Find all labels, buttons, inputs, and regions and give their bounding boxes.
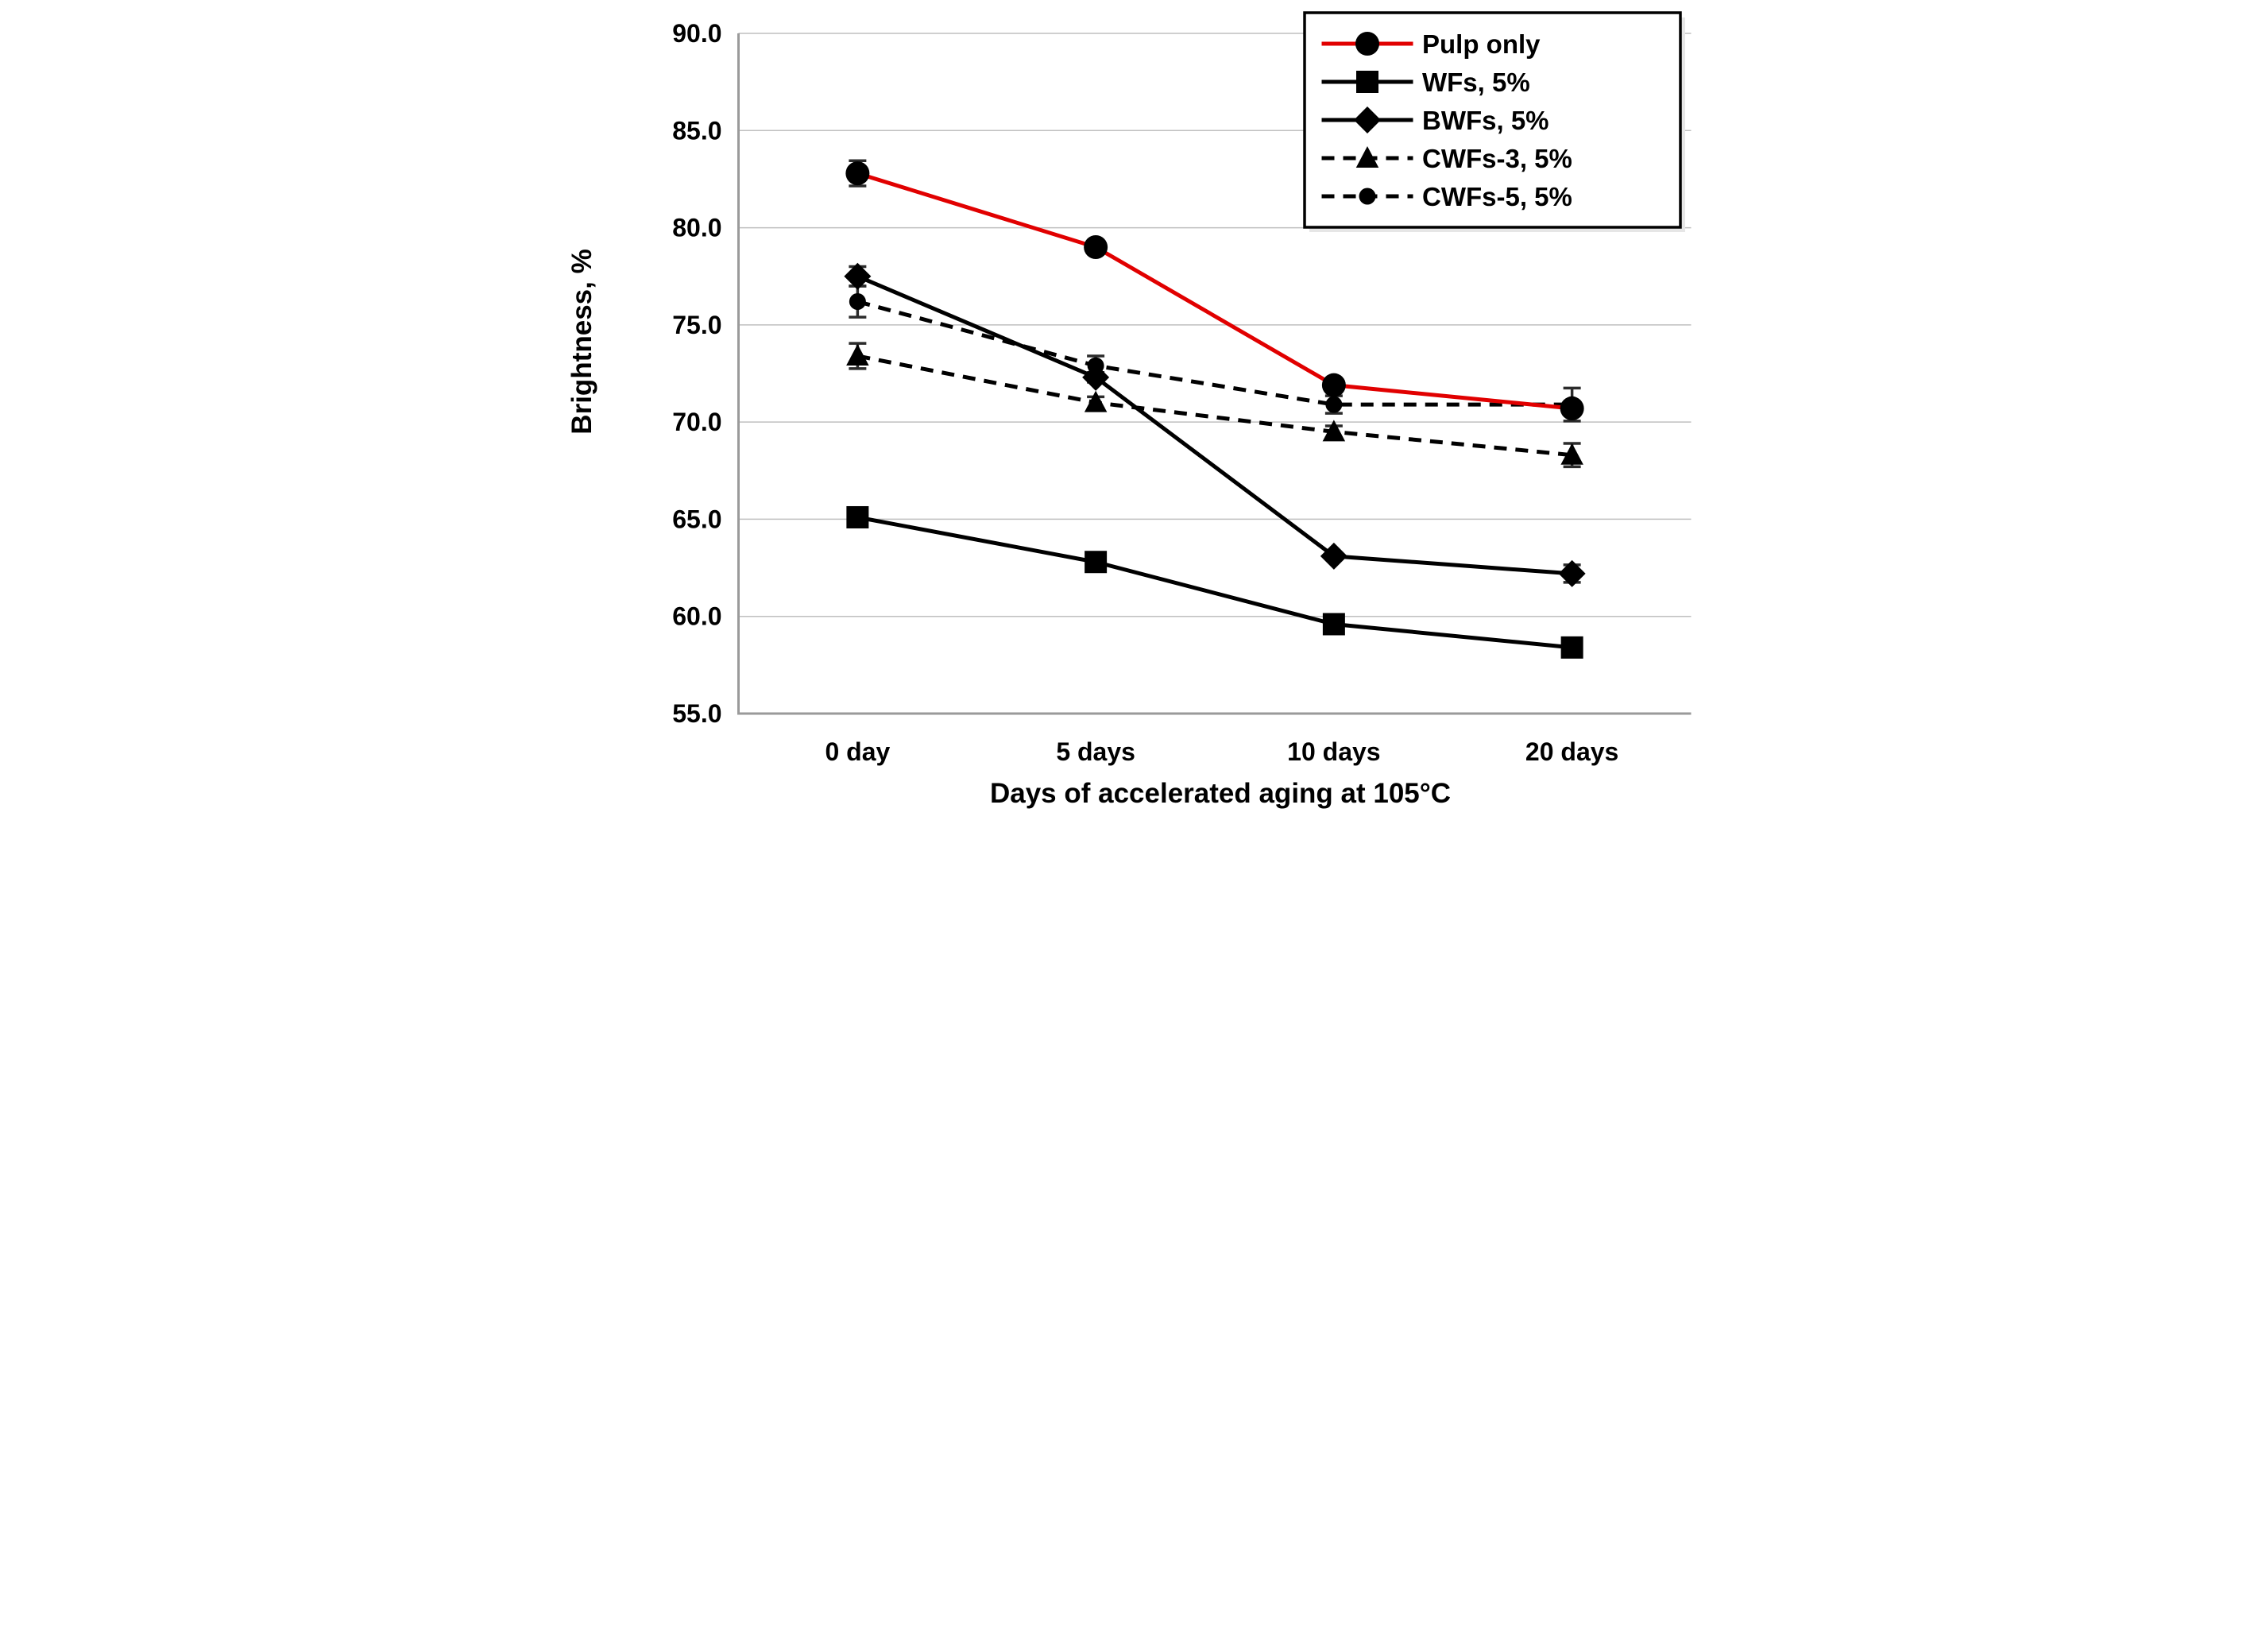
marker-wfs-5-0: [845, 505, 868, 528]
y-tick-label: 90.0: [672, 19, 721, 48]
x-tick-label: 5 days: [1056, 737, 1135, 766]
series-line-pulp-only: [856, 171, 1572, 411]
marker-bwfs-5-1: [1081, 363, 1109, 391]
y-tick-labels: 55.0 60.0 65.0 70.0 75.0 80.0 85.0 90.0: [672, 19, 721, 728]
x-axis-title: Days of accelerated aging at 105°C: [989, 778, 1450, 809]
x-tick-labels: 0 day 5 days 10 days 20 days: [825, 737, 1618, 766]
series-markers-bwfs-5: [843, 262, 1586, 587]
legend-marker-circle: [1359, 188, 1375, 205]
x-tick-label: 20 days: [1525, 737, 1618, 766]
legend-marker-diamond: [1353, 106, 1381, 133]
marker-cwfs-3-5-0: [845, 343, 869, 366]
y-tick-label: 75.0: [672, 311, 721, 339]
y-tick-label: 85.0: [672, 116, 721, 145]
marker-pulp-only-2: [1321, 373, 1346, 397]
marker-cwfs-5-5-2: [1324, 396, 1342, 413]
x-tick-label: 10 days: [1287, 737, 1380, 766]
marker-cwfs-5-5-0: [849, 293, 866, 311]
marker-wfs-5-1: [1084, 551, 1107, 574]
legend-entry-pulp-only: Pulp only: [1321, 29, 1541, 59]
legend-entry-wfs-5: WFs, 5%: [1321, 68, 1529, 97]
marker-wfs-5-2: [1322, 613, 1345, 636]
x-tick-label: 0 day: [825, 737, 890, 766]
legend-entry-cwfs-5-5: CWFs-5, 5%: [1321, 182, 1572, 211]
legend-label: BWFs, 5%: [1422, 106, 1549, 135]
series-markers-cwfs-3-5: [845, 343, 1583, 465]
series-line-wfs-5: [856, 515, 1572, 650]
marker-bwfs-5-3: [1558, 559, 1586, 587]
y-tick-label: 60.0: [672, 602, 721, 631]
brightness-aging-figure: Days of accelerated aging at 105°C Brigh…: [564, 0, 1694, 826]
series-line-cwfs-3-5: [856, 354, 1572, 458]
legend-marker-square: [1355, 71, 1378, 93]
series-line-cwfs-5-5: [856, 300, 1572, 407]
series-markers-pulp-only: [845, 161, 1584, 421]
y-tick-label: 70.0: [672, 408, 721, 436]
legend-label: Pulp only: [1422, 29, 1541, 59]
legend-entry-bwfs-5: BWFs, 5%: [1321, 106, 1549, 135]
legend-marker-circle: [1355, 32, 1379, 56]
plot-area: 55.0 60.0 65.0 70.0 75.0 80.0 85.0 90.0 0 day 5 d…: [672, 11, 1691, 766]
series-markers-cwfs-5-5: [849, 293, 1580, 413]
y-gridlines: [738, 33, 1691, 715]
legend-label: CWFs-5, 5%: [1422, 182, 1572, 211]
y-tick-label: 55.0: [672, 699, 721, 728]
marker-wfs-5-3: [1560, 636, 1583, 659]
brightness-line-chart: Days of accelerated aging at 105°C Brigh…: [566, 11, 1691, 809]
marker-pulp-only-3: [1560, 397, 1584, 421]
marker-pulp-only-0: [845, 161, 869, 186]
y-axis-title: Brightness, %: [566, 249, 597, 434]
legend-marker-triangle: [1355, 146, 1378, 168]
marker-cwfs-3-5-1: [1084, 390, 1107, 412]
series-markers-wfs-5: [845, 505, 1583, 659]
legend-entry-cwfs-3-5: CWFs-3, 5%: [1321, 144, 1572, 173]
legend-label: CWFs-3, 5%: [1422, 144, 1572, 173]
marker-cwfs-5-5-1: [1087, 357, 1104, 374]
marker-pulp-only-1: [1083, 235, 1108, 260]
marker-bwfs-5-2: [1320, 542, 1347, 570]
marker-bwfs-5-0: [843, 262, 871, 290]
legend: Pulp only WFs, 5% BWFs, 5% CWFs-3, 5% CWFs-5…: [1302, 11, 1685, 232]
marker-cwfs-3-5-3: [1560, 443, 1583, 465]
y-tick-label: 65.0: [672, 505, 721, 533]
legend-label: WFs, 5%: [1422, 68, 1530, 97]
y-tick-label: 80.0: [672, 214, 721, 242]
series-line-bwfs-5: [856, 274, 1572, 576]
marker-cwfs-3-5-2: [1322, 420, 1345, 442]
